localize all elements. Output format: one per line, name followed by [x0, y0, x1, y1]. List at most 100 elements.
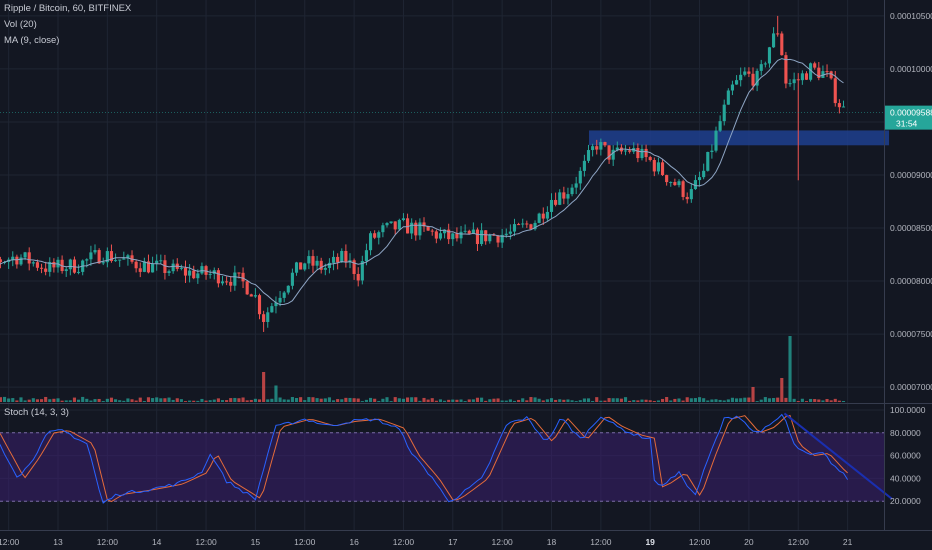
volume-bar — [837, 400, 841, 402]
candle-body — [229, 281, 233, 286]
price-tick-label: 0.00010000 — [890, 64, 932, 74]
candle-body — [72, 259, 77, 273]
volume-bar — [504, 400, 508, 402]
candle-body — [537, 213, 541, 223]
volume-bar — [656, 400, 660, 402]
candle-body — [233, 272, 237, 286]
volume-bar — [122, 400, 126, 402]
candle-body — [438, 233, 443, 239]
candle-body — [660, 162, 665, 176]
resistance-zone-rectangle[interactable] — [589, 130, 890, 146]
volume-bar — [340, 399, 344, 402]
volume-bar — [7, 398, 11, 402]
volume-bar — [146, 397, 151, 402]
volume-bar — [710, 399, 714, 402]
symbol-legend[interactable]: Ripple / Bitcoin, 60, BITFINEX — [4, 3, 132, 14]
candle-body — [681, 181, 685, 197]
volume-bar — [537, 398, 541, 402]
candle-body — [344, 250, 348, 263]
candle-body — [817, 67, 821, 78]
candle-body — [389, 221, 393, 224]
stoch-tick-label: 20.0000 — [890, 496, 921, 506]
volume-bar — [558, 399, 562, 402]
candle-body — [319, 260, 323, 270]
candle-body — [15, 256, 19, 265]
volume-bar — [31, 398, 35, 402]
volume-bar — [89, 400, 93, 402]
candle-body — [780, 33, 784, 56]
volume-bar — [591, 400, 595, 402]
ma-legend[interactable]: MA (9, close) — [4, 35, 60, 46]
volume-bar — [722, 400, 726, 402]
candle-body — [447, 229, 451, 240]
candle-body — [804, 73, 809, 80]
volume-legend[interactable]: Vol (20) — [4, 19, 37, 30]
candle-body — [459, 231, 463, 239]
volume-bar — [274, 385, 278, 402]
volume-bar — [451, 399, 455, 402]
time-tick-label: 12:00 — [294, 537, 316, 547]
volume-bar — [356, 398, 360, 402]
candle-body — [541, 213, 545, 219]
volume-bar — [368, 397, 373, 402]
candle-body — [710, 150, 714, 152]
time-tick-label: 21 — [843, 537, 853, 547]
volume-bar — [319, 398, 323, 402]
stoch-trendline[interactable] — [783, 412, 893, 500]
candle-body — [763, 63, 767, 65]
candle-body — [146, 261, 151, 273]
candle-body — [443, 229, 447, 234]
volume-bar — [286, 399, 290, 402]
volume-bar — [237, 398, 241, 402]
candle-body — [68, 259, 72, 270]
volume-bar — [331, 400, 336, 402]
volume-bar — [352, 398, 356, 402]
candle-body — [101, 262, 105, 264]
stoch-axis[interactable]: 100.0000 80.0000 60.0000 40.0000 20.0000 — [890, 405, 926, 506]
volume-bar — [15, 400, 19, 402]
candle-body — [496, 235, 500, 243]
candle-body — [455, 233, 459, 239]
candle-body — [39, 267, 44, 269]
volume-bar — [393, 397, 397, 402]
volume-bar — [188, 400, 192, 402]
candle-body — [257, 295, 262, 315]
candle-body — [512, 224, 517, 232]
candle-body — [558, 192, 562, 205]
volume-bar — [130, 399, 134, 402]
volume-bar — [500, 400, 504, 402]
volume-bar — [829, 400, 833, 402]
volume-bar — [780, 378, 784, 402]
volume-bar — [414, 397, 418, 402]
candle-body — [430, 230, 434, 232]
candle-body — [64, 269, 68, 272]
volume-bar — [508, 399, 512, 402]
volume-bar — [488, 399, 492, 402]
volume-bar — [126, 398, 130, 402]
candle-body — [500, 234, 504, 243]
stoch-legend[interactable]: Stoch (14, 3, 3) — [4, 407, 69, 418]
time-axis[interactable]: 12:00 13 12:00 14 12:00 15 12:00 16 12:00 17 12:00… — [0, 537, 853, 547]
volume-bar — [97, 398, 101, 402]
volume-bar — [336, 399, 340, 402]
volume-bar — [360, 401, 364, 402]
time-tick-label: 18 — [547, 537, 557, 547]
candle-body — [130, 255, 134, 262]
candle-body — [586, 150, 591, 161]
volume-bar — [39, 399, 44, 402]
candle-body — [356, 273, 360, 281]
volume-bar — [833, 398, 837, 402]
candle-body — [299, 262, 303, 270]
volume-bar — [603, 400, 607, 402]
candle-body — [800, 73, 804, 81]
volume-bar — [294, 397, 299, 402]
volume-bar — [93, 399, 97, 402]
candle-body — [574, 183, 578, 188]
volume-bar — [56, 398, 60, 402]
candle-body — [11, 256, 15, 260]
candle-body — [697, 177, 702, 181]
volume-bar — [697, 397, 702, 402]
time-tick-label: 20 — [744, 537, 754, 547]
